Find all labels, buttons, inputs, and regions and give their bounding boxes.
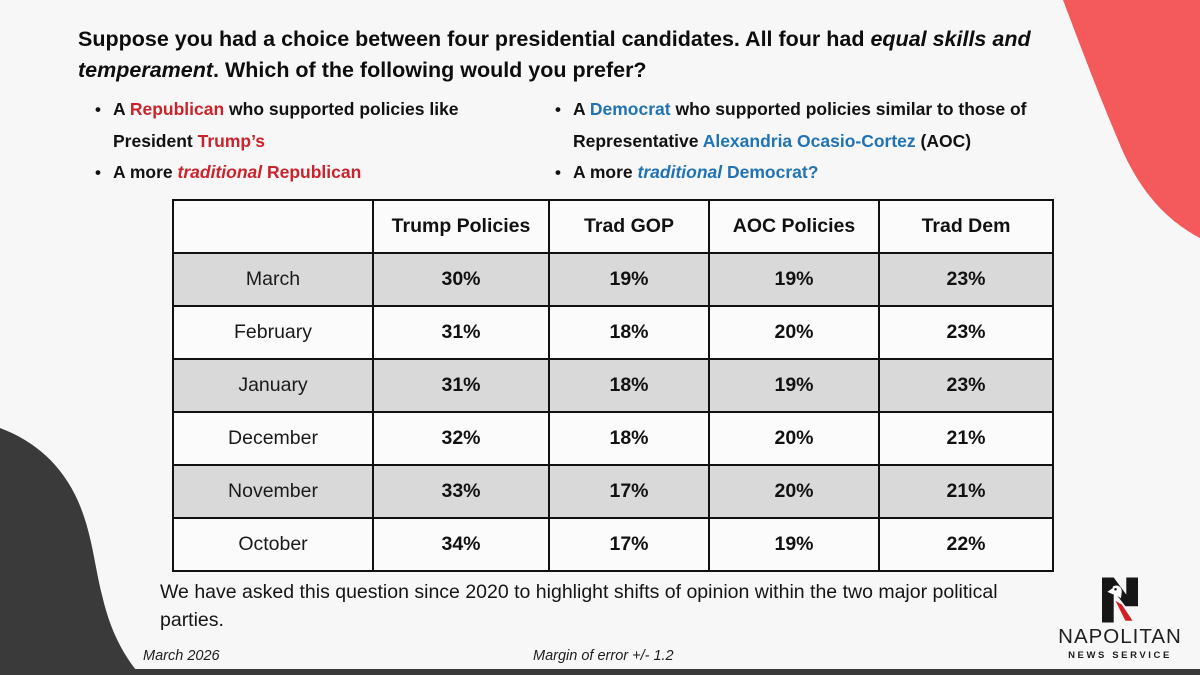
table-row: November 33% 17% 20% 21% [172, 464, 1054, 519]
table-header-cell: Trad GOP [548, 199, 710, 254]
value-cell: 31% [372, 358, 550, 413]
bullet-text: A Democrat who supported policies simila… [573, 99, 1027, 151]
value-cell: 18% [548, 358, 710, 413]
table-row: March 30% 19% 19% 23% [172, 252, 1054, 307]
bullet-dot-icon: • [555, 100, 561, 119]
value-cell: 18% [548, 411, 710, 466]
value-cell: 21% [878, 464, 1054, 519]
margin-of-error: Margin of error +/- 1.2 [533, 648, 674, 664]
value-cell: 18% [548, 305, 710, 360]
table-row: February 31% 18% 20% 23% [172, 305, 1054, 360]
logo-tagline: NEWS SERVICE [1068, 650, 1172, 661]
value-cell: 30% [372, 252, 550, 307]
value-cell: 31% [372, 305, 550, 360]
bottom-accent-bar [0, 669, 1200, 675]
poll-date: March 2026 [143, 648, 220, 664]
napolitan-logo: NAPOLITAN NEWS SERVICE [1045, 577, 1195, 661]
month-cell: October [172, 517, 374, 572]
dark-corner-blob [0, 428, 140, 675]
bullet-text: A more traditional Democrat? [573, 162, 819, 182]
value-cell: 17% [548, 464, 710, 519]
table-header-cell: Trump Policies [372, 199, 550, 254]
question-title: Suppose you had a choice between four pr… [78, 24, 1068, 86]
month-cell: December [172, 411, 374, 466]
logo-wordmark: NAPOLITAN [1058, 625, 1182, 648]
table-body: March 30% 19% 19% 23% February 31% 18% 20% 23% Jan… [172, 252, 1054, 572]
methodology-note: We have asked this question since 2020 t… [160, 581, 998, 631]
month-cell: January [172, 358, 374, 413]
question-title-part1: Suppose you had a choice between four pr… [78, 27, 871, 51]
bullet-item: • A more traditional Democrat? [555, 157, 1055, 189]
table-header-cell: AOC Policies [708, 199, 880, 254]
value-cell: 19% [708, 358, 880, 413]
table-row: December 32% 18% 20% 21% [172, 411, 1054, 466]
table-header-cell: Trad Dem [878, 199, 1054, 254]
month-cell: November [172, 464, 374, 519]
poll-results-table: Trump Policies Trad GOP AOC Policies Trad D… [172, 199, 1054, 572]
value-cell: 19% [548, 252, 710, 307]
value-cell: 34% [372, 517, 550, 572]
value-cell: 22% [878, 517, 1054, 572]
month-cell: March [172, 252, 374, 307]
value-cell: 19% [708, 252, 880, 307]
bullet-dot-icon: • [95, 100, 101, 119]
value-cell: 17% [548, 517, 710, 572]
value-cell: 19% [708, 517, 880, 572]
question-title-part3: . Which of the following would you prefe… [213, 58, 647, 82]
value-cell: 23% [878, 305, 1054, 360]
value-cell: 23% [878, 252, 1054, 307]
table-row: January 31% 18% 19% 23% [172, 358, 1054, 413]
red-corner-blob [1063, 0, 1200, 238]
napolitan-eagle-n-icon [1102, 577, 1138, 623]
democrat-options-list: • A Democrat who supported policies simil… [555, 94, 1055, 189]
table-header-cell [172, 199, 374, 254]
table-header-row: Trump Policies Trad GOP AOC Policies Trad D… [172, 199, 1054, 254]
bullet-text: A Republican who supported policies like… [113, 99, 459, 151]
question-title-italic: equal skills and temperament [78, 27, 1031, 82]
table-row: October 34% 17% 19% 22% [172, 517, 1054, 572]
value-cell: 33% [372, 464, 550, 519]
bullet-item: • A Republican who supported policies lik… [95, 94, 490, 157]
value-cell: 32% [372, 411, 550, 466]
value-cell: 20% [708, 411, 880, 466]
bullet-item: • A more traditional Republican [95, 157, 490, 189]
value-cell: 20% [708, 305, 880, 360]
bullet-item: • A Democrat who supported policies simil… [555, 94, 1055, 157]
month-cell: February [172, 305, 374, 360]
bullet-dot-icon: • [95, 163, 101, 182]
value-cell: 21% [878, 411, 1054, 466]
republican-options-list: • A Republican who supported policies lik… [95, 94, 490, 189]
value-cell: 23% [878, 358, 1054, 413]
value-cell: 20% [708, 464, 880, 519]
bullet-text: A more traditional Republican [113, 162, 362, 182]
bullet-dot-icon: • [555, 163, 561, 182]
